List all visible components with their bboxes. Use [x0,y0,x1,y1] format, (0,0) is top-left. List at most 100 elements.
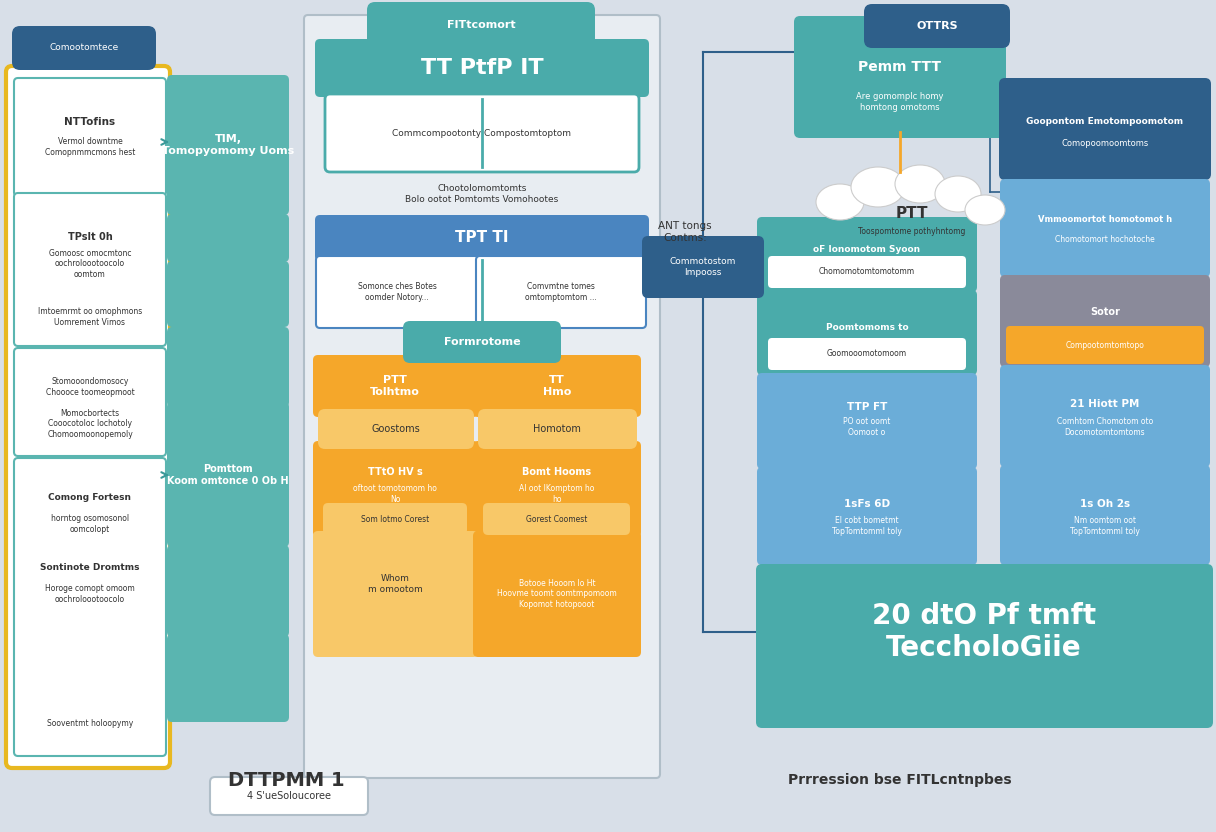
FancyBboxPatch shape [367,2,595,48]
Text: PTT: PTT [896,206,928,221]
Ellipse shape [851,167,905,207]
Text: Sooventmt holoopymy: Sooventmt holoopymy [47,720,133,729]
Ellipse shape [816,184,865,220]
Text: FITtcomort: FITtcomort [446,20,516,30]
Text: TPT TI: TPT TI [455,230,508,245]
Text: Comopoomoomtoms: Comopoomoomtoms [1062,140,1149,148]
FancyBboxPatch shape [758,373,976,469]
Text: Pemm TTT: Pemm TTT [858,60,941,74]
Text: Goostoms: Goostoms [372,424,421,434]
FancyBboxPatch shape [325,94,638,172]
Text: PO oot oomt
Oomoot o: PO oot oomt Oomoot o [844,418,890,437]
Text: Somonce ches Botes
oomder Notory...: Somonce ches Botes oomder Notory... [358,282,437,302]
Text: 1sFs 6D: 1sFs 6D [844,499,890,509]
Text: Sontinote Dromtms: Sontinote Dromtms [40,562,140,572]
FancyBboxPatch shape [402,321,561,363]
Text: Commotostom
Impooss: Commotostom Impooss [670,257,736,277]
FancyBboxPatch shape [319,409,474,449]
FancyBboxPatch shape [6,66,170,768]
Text: horntog osomosonol
oomcolopt: horntog osomosonol oomcolopt [51,514,129,533]
Text: Pomttom
Koom omtonce 0 Ob H: Pomttom Koom omtonce 0 Ob H [167,464,289,486]
Text: Formrotome: Formrotome [444,337,520,347]
Text: Vermol downtme
Comopnmmcmons hest: Vermol downtme Comopnmmcmons hest [45,137,135,156]
FancyBboxPatch shape [167,75,289,215]
FancyBboxPatch shape [316,256,479,328]
Text: Comootomtece: Comootomtece [50,43,119,52]
FancyBboxPatch shape [1000,78,1211,180]
FancyBboxPatch shape [473,531,641,657]
Text: Botooe Hooom lo Ht
Hoovme toomt oomtmpomoom
Kopomot hotopooot: Botooe Hooom lo Ht Hoovme toomt oomtmpom… [497,579,617,609]
Text: Are gomomplc homy
homtong omotoms: Are gomomplc homy homtong omotoms [856,92,944,111]
FancyBboxPatch shape [1000,275,1210,367]
FancyBboxPatch shape [794,16,1006,138]
FancyBboxPatch shape [473,355,641,417]
Text: DTTPMM 1: DTTPMM 1 [227,770,344,790]
FancyBboxPatch shape [756,564,1214,728]
Ellipse shape [895,165,945,203]
Text: 4 S'ueSoloucoree: 4 S'ueSoloucoree [247,791,331,801]
FancyBboxPatch shape [304,15,660,778]
Text: Comvmtne tomes
omtomptomtom ...: Comvmtne tomes omtomptomtom ... [525,282,597,302]
FancyBboxPatch shape [478,409,637,449]
Text: Nm oomtom oot
TopTomtomml toly: Nm oomtom oot TopTomtomml toly [1070,517,1139,536]
FancyBboxPatch shape [12,26,156,70]
Text: oF Ionomotom Syoon: oF Ionomotom Syoon [814,245,921,255]
Text: TTP FT: TTP FT [846,402,888,412]
FancyBboxPatch shape [1000,365,1210,467]
Text: Som lotmo Corest: Som lotmo Corest [361,514,429,523]
Text: OTTRS: OTTRS [916,21,958,31]
Text: Gorest Coomest: Gorest Coomest [527,514,587,523]
Text: TPslt 0h: TPslt 0h [68,232,112,242]
Text: Commcompootonty Compostomtoptom: Commcompootonty Compostomtoptom [393,128,572,137]
FancyBboxPatch shape [1006,326,1204,364]
FancyBboxPatch shape [313,441,478,537]
Text: Poomtomoms to: Poomtomoms to [826,324,908,333]
Text: Goopontom Emotompoomotom: Goopontom Emotompoomotom [1026,117,1183,126]
FancyBboxPatch shape [769,338,966,370]
Text: Comong Fortesn: Comong Fortesn [49,493,131,502]
Text: Prrression bse FITLcntnpbes: Prrression bse FITLcntnpbes [788,773,1012,787]
FancyBboxPatch shape [315,215,649,261]
Text: Momocbortects
Cooocotoloc lochotoly
Chomoomoonopemoly: Momocbortects Cooocotoloc lochotoly Chom… [47,409,133,439]
FancyBboxPatch shape [323,503,467,535]
FancyBboxPatch shape [167,261,289,327]
Text: 21 Hiott PM: 21 Hiott PM [1070,399,1139,409]
FancyBboxPatch shape [315,39,649,97]
FancyBboxPatch shape [210,777,368,815]
FancyBboxPatch shape [473,441,641,537]
Text: TIM,
Tomopyomomy Uoms: TIM, Tomopyomomy Uoms [162,134,294,156]
Text: El cobt bometmt
TopTomtomml toly: El cobt bometmt TopTomtomml toly [832,517,902,536]
FancyBboxPatch shape [15,458,167,756]
FancyBboxPatch shape [475,256,646,328]
Text: Toospomtome pothyhntomg: Toospomtome pothyhntomg [858,227,966,236]
Text: Chootolomomtomts
Bolo ootot Pomtomts Vomohootes: Chootolomomtomts Bolo ootot Pomtomts Vom… [405,185,558,204]
FancyBboxPatch shape [15,78,167,196]
FancyBboxPatch shape [642,236,764,298]
FancyBboxPatch shape [15,348,167,456]
Text: Chomotomort hochotoche: Chomotomort hochotoche [1055,235,1155,244]
Text: Imtoemrmt oo omophmons
Uomrement Vimos: Imtoemrmt oo omophmons Uomrement Vimos [38,307,142,327]
Text: Comhtom Chomotom oto
Docomotomtomtoms: Comhtom Chomotom oto Docomotomtomtoms [1057,418,1153,437]
FancyBboxPatch shape [758,467,976,565]
Text: TTtO HV s: TTtO HV s [367,467,422,477]
Text: Sotor: Sotor [1090,307,1120,317]
FancyBboxPatch shape [758,290,976,375]
Text: Al oot lKomptom ho
ho: Al oot lKomptom ho ho [519,484,595,503]
Text: Homotom: Homotom [533,424,581,434]
Text: Bomt Hooms: Bomt Hooms [523,467,591,477]
FancyBboxPatch shape [758,217,976,292]
Text: Horoge comopt omoom
oochroloootoocolo: Horoge comopt omoom oochroloootoocolo [45,584,135,604]
Text: NTTofins: NTTofins [64,117,116,127]
Text: 1s Oh 2s: 1s Oh 2s [1080,499,1130,509]
FancyBboxPatch shape [15,193,167,346]
FancyBboxPatch shape [313,355,478,417]
FancyBboxPatch shape [167,545,289,637]
Text: ANT tongs
Contms:: ANT tongs Contms: [658,221,711,243]
Text: Goomooomotomoom: Goomooomotomoom [827,349,907,359]
FancyBboxPatch shape [167,634,289,722]
Text: Whom
m omootom: Whom m omootom [367,574,422,594]
Text: Chomomotomtomotomm: Chomomotomtomotomm [818,268,916,276]
FancyBboxPatch shape [313,531,478,657]
FancyBboxPatch shape [1000,465,1210,565]
Text: 20 dtO Pf tmft
TeccholoGiie: 20 dtO Pf tmft TeccholoGiie [872,602,1096,662]
